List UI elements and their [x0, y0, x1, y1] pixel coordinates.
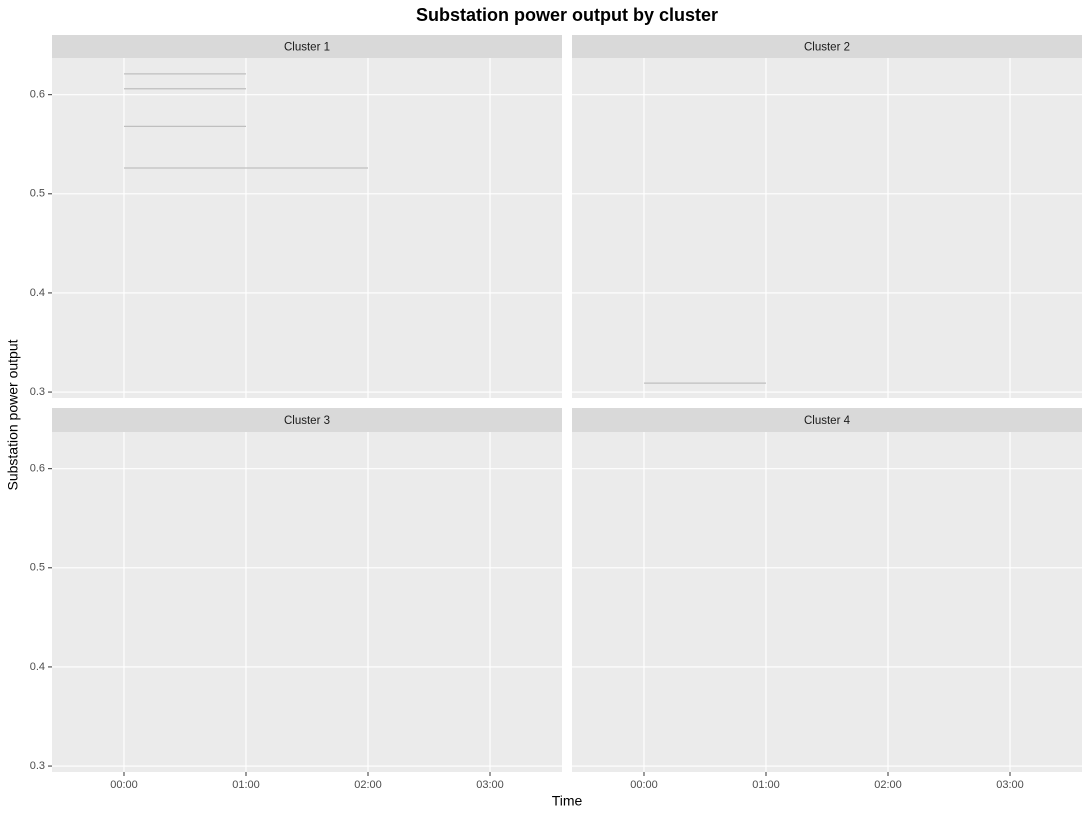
y-tick-label: 0.6 [30, 463, 45, 475]
panel-background [572, 58, 1082, 398]
strip [572, 408, 1082, 432]
y-axis-title: Substation power output [5, 339, 21, 490]
strip-title: Cluster 3 [284, 415, 330, 427]
strip-title: Cluster 4 [804, 415, 851, 427]
chart-title: Substation power output by cluster [416, 5, 718, 25]
y-tick-label: 0.4 [30, 661, 45, 673]
y-tick-label: 0.4 [30, 287, 45, 299]
x-tick-label: 00:00 [630, 779, 658, 791]
x-tick-label: 02:00 [874, 779, 902, 791]
strip [52, 408, 562, 432]
panel-background [52, 432, 562, 772]
x-axis-title: Time [552, 793, 583, 809]
y-tick-label: 0.5 [30, 562, 45, 574]
x-tick-label: 03:00 [996, 779, 1024, 791]
x-tick-label: 02:00 [354, 779, 382, 791]
strip [572, 35, 1082, 58]
y-tick-label: 0.6 [30, 89, 45, 101]
strip-title: Cluster 2 [804, 42, 850, 54]
x-tick-label: 03:00 [476, 779, 504, 791]
x-tick-label: 00:00 [110, 779, 138, 791]
y-tick-label: 0.3 [30, 386, 45, 398]
panel-background [52, 58, 562, 398]
strip-title: Cluster 1 [284, 42, 330, 54]
panel-background [572, 432, 1082, 772]
y-tick-label: 0.3 [30, 760, 45, 772]
x-tick-label: 01:00 [752, 779, 780, 791]
y-tick-label: 0.5 [30, 188, 45, 200]
strip [52, 35, 562, 58]
x-tick-label: 01:00 [232, 779, 260, 791]
